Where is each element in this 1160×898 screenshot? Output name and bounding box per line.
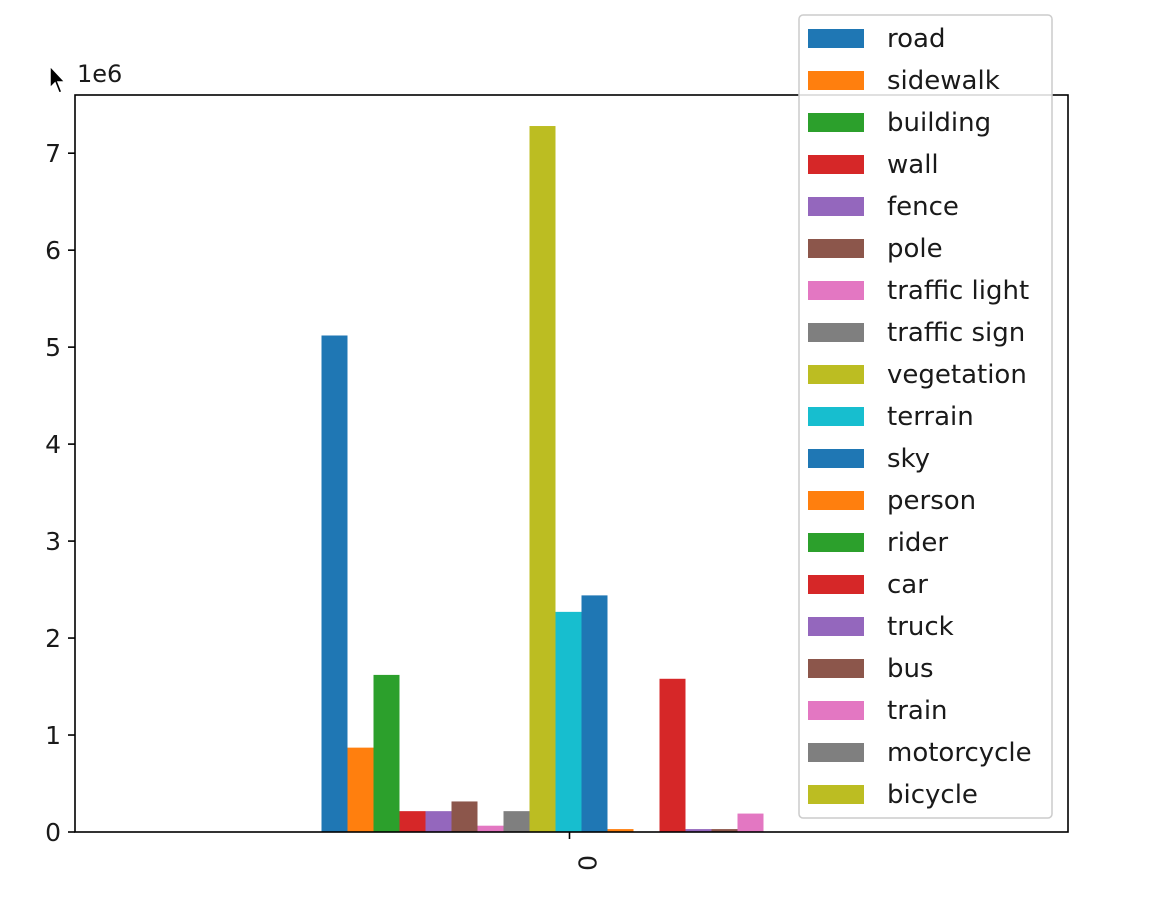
y-tick-label: 0 bbox=[45, 818, 61, 847]
legend-swatch bbox=[808, 407, 864, 426]
y-tick-label: 7 bbox=[45, 139, 61, 168]
legend-label: bus bbox=[887, 654, 934, 684]
legend-label: pole bbox=[887, 234, 943, 264]
legend-swatch bbox=[808, 281, 864, 300]
legend-label: traffic sign bbox=[887, 318, 1025, 348]
bar-wall bbox=[399, 811, 426, 832]
y-tick-label: 2 bbox=[45, 624, 61, 653]
bars-group bbox=[321, 126, 816, 833]
x-tick-label: 0 bbox=[573, 855, 602, 871]
legend-label: terrain bbox=[887, 402, 974, 432]
bar-sky bbox=[581, 595, 608, 832]
bar-pole bbox=[451, 801, 478, 832]
legend-swatch bbox=[808, 743, 864, 762]
y-tick-label: 6 bbox=[45, 236, 61, 265]
y-tick-label: 4 bbox=[45, 430, 61, 459]
legend-swatch bbox=[808, 323, 864, 342]
legend-swatch bbox=[808, 659, 864, 678]
legend-swatch bbox=[808, 197, 864, 216]
y-tick-label: 5 bbox=[45, 333, 61, 362]
legend-swatch bbox=[808, 365, 864, 384]
legend: road sidewalk building wall fence pole traffic… bbox=[798, 14, 1053, 819]
bar-car bbox=[659, 678, 686, 832]
bar-traffic-sign bbox=[503, 811, 530, 832]
legend-swatch bbox=[808, 491, 864, 510]
legend-swatch bbox=[808, 575, 864, 594]
legend-swatch bbox=[808, 617, 864, 636]
bar-fence bbox=[425, 811, 452, 832]
legend-swatch bbox=[808, 29, 864, 48]
bar-building bbox=[373, 674, 400, 832]
mouse-cursor-icon bbox=[49, 64, 67, 94]
bar-road bbox=[321, 335, 348, 832]
bar-person bbox=[607, 829, 634, 832]
legend-label: sky bbox=[887, 444, 930, 474]
y-tick-label: 3 bbox=[45, 527, 61, 556]
bar-train bbox=[737, 813, 764, 832]
legend-label: fence bbox=[887, 192, 959, 222]
legend-label: truck bbox=[887, 612, 954, 642]
legend-swatch bbox=[808, 533, 864, 552]
y-tick-label: 1 bbox=[45, 721, 61, 750]
legend-label: bicycle bbox=[887, 780, 978, 810]
legend-label: building bbox=[887, 108, 991, 138]
legend-label: wall bbox=[887, 150, 939, 180]
legend-label: train bbox=[887, 696, 948, 726]
legend-swatch bbox=[808, 155, 864, 174]
bar-terrain bbox=[555, 611, 582, 832]
y-axis-ticks: 0 1 2 3 4 5 6 7 bbox=[45, 139, 75, 847]
legend-label: sidewalk bbox=[887, 66, 1000, 96]
legend-label: traffic light bbox=[887, 276, 1029, 306]
bar-traffic-light bbox=[477, 825, 504, 832]
plot-area-frame bbox=[74, 94, 1069, 833]
bar-bus bbox=[711, 829, 738, 832]
legend-label: motorcycle bbox=[887, 738, 1032, 768]
legend-swatch bbox=[808, 239, 864, 258]
legend-swatch bbox=[808, 71, 864, 90]
legend-swatch bbox=[808, 449, 864, 468]
bar-truck bbox=[685, 829, 712, 832]
x-axis-ticks: 0 bbox=[568, 832, 602, 871]
legend-label: person bbox=[887, 486, 976, 516]
bar-sidewalk bbox=[347, 747, 374, 832]
legend-swatch bbox=[808, 113, 864, 132]
legend-label: car bbox=[887, 570, 928, 600]
bar-vegetation bbox=[529, 126, 556, 833]
legend-label: rider bbox=[887, 528, 948, 558]
legend-label: vegetation bbox=[887, 360, 1027, 390]
legend-swatch bbox=[808, 701, 864, 720]
legend-label: road bbox=[887, 24, 945, 54]
y-axis-offset-label: 1e6 bbox=[77, 60, 122, 88]
legend-swatch bbox=[808, 785, 864, 804]
